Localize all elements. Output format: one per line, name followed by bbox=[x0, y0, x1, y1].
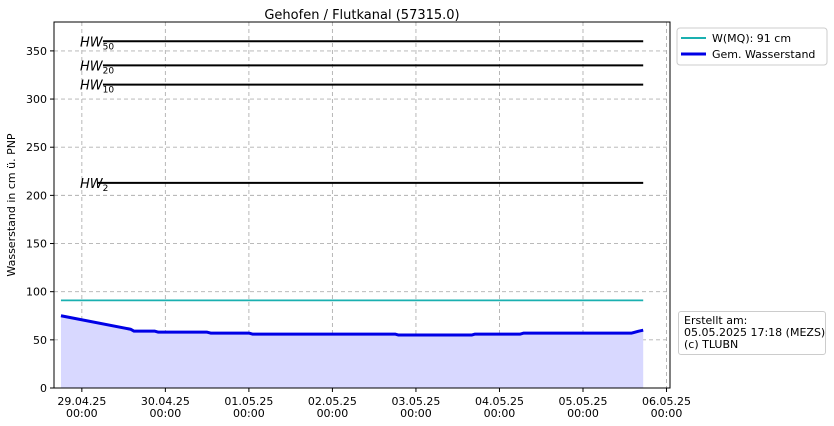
info-box: Erstellt am: 05.05.2025 17:18 (MEZS) (c)… bbox=[678, 311, 826, 355]
threshold-label: HW2 bbox=[80, 177, 108, 194]
y-tick-label: 0 bbox=[40, 382, 47, 395]
x-tick-label-line: 00:00 bbox=[233, 407, 265, 420]
x-tick-label: 01.05.25 00:00 bbox=[224, 395, 273, 420]
x-tick-label-line: 01.05.25 bbox=[224, 395, 273, 408]
x-tick-label: 06.05.25 00:00 bbox=[642, 395, 691, 420]
y-tick-label: 100 bbox=[26, 286, 47, 299]
plot-frame bbox=[53, 21, 671, 389]
threshold-label: HW10 bbox=[80, 79, 114, 96]
x-tick-label-line: 29.04.25 bbox=[57, 395, 106, 408]
y-tick-label: 150 bbox=[26, 238, 47, 251]
y-tick-label: 200 bbox=[26, 189, 47, 202]
x-tick-label: 29.04.25 00:00 bbox=[57, 395, 106, 420]
threshold-label-sub: 20 bbox=[103, 66, 115, 76]
info-copyright: (c) TLUBN bbox=[684, 338, 739, 351]
y-axis-label: Wasserstand in cm ü. PNP bbox=[5, 133, 18, 277]
x-tick-label: 02.05.25 00:00 bbox=[308, 395, 357, 420]
legend-box bbox=[676, 27, 828, 66]
legend-entry-label: Gem. Wasserstand bbox=[712, 48, 815, 61]
x-tick-label-line: 03.05.25 bbox=[391, 395, 440, 408]
x-tick-label-line: 00:00 bbox=[317, 407, 349, 420]
threshold-label-sub: 2 bbox=[103, 184, 109, 194]
y-tick-label: 300 bbox=[26, 93, 47, 106]
y-tick-label: 350 bbox=[26, 45, 47, 58]
x-tick-label-line: 02.05.25 bbox=[308, 395, 357, 408]
x-tick-label-line: 00:00 bbox=[651, 407, 683, 420]
plot-area bbox=[54, 22, 670, 388]
threshold-label-main: HW bbox=[80, 35, 104, 50]
x-tick-label-line: 00:00 bbox=[66, 407, 98, 420]
threshold-label-main: HW bbox=[80, 79, 104, 94]
x-tick-label-line: 06.05.25 bbox=[642, 395, 691, 408]
threshold-label: HW20 bbox=[80, 59, 114, 76]
chart-title: Gehofen / Flutkanal (57315.0) bbox=[264, 8, 459, 23]
y-tick-label: 250 bbox=[26, 141, 47, 154]
series-lines bbox=[60, 299, 644, 337]
x-tick-label: 04.05.25 00:00 bbox=[475, 395, 524, 420]
x-tick-label-line: 00:00 bbox=[150, 407, 182, 420]
threshold-label-sub: 50 bbox=[103, 42, 115, 52]
y-tick-label: 50 bbox=[33, 334, 47, 347]
x-tick-label-line: 05.05.25 bbox=[559, 395, 608, 408]
x-tick-label: 30.04.25 00:00 bbox=[141, 395, 190, 420]
threshold-label-main: HW bbox=[80, 177, 104, 192]
x-tick-label-line: 30.04.25 bbox=[141, 395, 190, 408]
x-tick-label-line: 00:00 bbox=[567, 407, 599, 420]
series-line-wasserstand bbox=[60, 314, 644, 337]
series-fills bbox=[60, 315, 644, 388]
info-created-date: 05.05.2025 17:18 (MEZS) bbox=[684, 326, 826, 339]
threshold-label: HW50 bbox=[80, 35, 114, 52]
legend-entry-label: W(MQ): 91 cm bbox=[712, 32, 791, 45]
info-created-label: Erstellt am: bbox=[684, 314, 748, 327]
legend: W(MQ): 91 cm Gem. Wasserstand bbox=[676, 27, 828, 66]
threshold-label-main: HW bbox=[80, 59, 104, 74]
grid-lines bbox=[54, 22, 670, 389]
x-tick-label: 03.05.25 00:00 bbox=[391, 395, 440, 420]
x-tick-label-line: 00:00 bbox=[400, 407, 432, 420]
y-axis-ticks: 0 50 100 150 200 250 300 350 bbox=[26, 45, 54, 395]
series-area-fill bbox=[60, 315, 644, 388]
x-tick-label: 05.05.25 00:00 bbox=[559, 395, 608, 420]
x-tick-label-line: 04.05.25 bbox=[475, 395, 524, 408]
threshold-label-sub: 10 bbox=[103, 86, 115, 96]
x-tick-label-line: 00:00 bbox=[484, 407, 516, 420]
